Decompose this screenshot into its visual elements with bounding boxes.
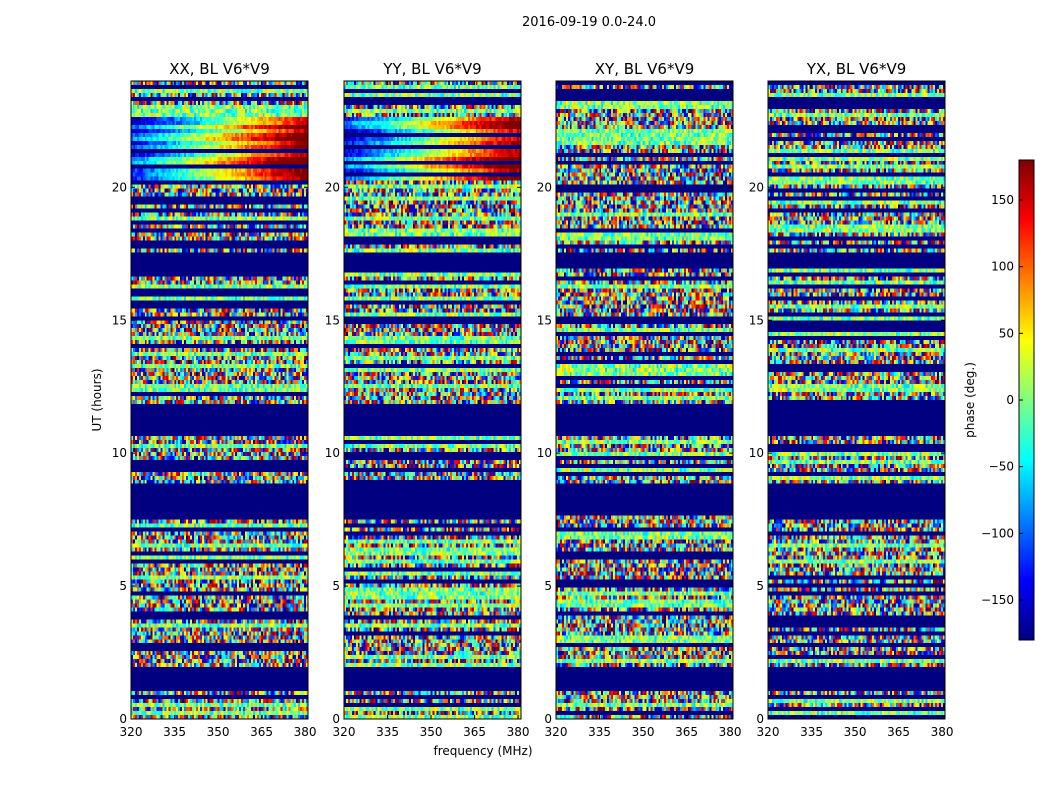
y-tick-label: 10 — [749, 446, 764, 460]
x-tick-label: 350 — [844, 725, 867, 739]
figure-suptitle: 2016-09-19 0.0-24.0 — [522, 15, 656, 30]
y-tick-label: 20 — [749, 180, 764, 194]
y-tick-label: 0 — [544, 712, 552, 726]
y-tick-label: 10 — [537, 446, 552, 460]
y-axis-label: UT (hours) — [90, 368, 104, 431]
panel-4: YX, BL V6*V9 320 335 350 365 380 0 5 10 15 20 — [749, 60, 954, 739]
y-tick-label: 20 — [325, 180, 340, 194]
colorbar-tick-label: −150 — [981, 593, 1014, 607]
y-tick-label: 5 — [544, 579, 552, 593]
x-tick-label: 365 — [675, 725, 698, 739]
x-tick-label: 350 — [632, 725, 655, 739]
x-tick-label: 335 — [376, 725, 399, 739]
heatmap-image — [131, 81, 308, 719]
y-tick-label: 10 — [112, 446, 127, 460]
y-tick-label: 20 — [112, 180, 127, 194]
x-tick-label: 350 — [420, 725, 443, 739]
plot-frame — [555, 80, 734, 720]
x-tick-label: 320 — [333, 725, 356, 739]
y-tick-label: 5 — [332, 579, 340, 593]
heatmap-image — [768, 81, 945, 719]
colorbar-tick-label: 50 — [999, 326, 1014, 340]
colorbar-tick-label: 0 — [1006, 393, 1014, 407]
x-tick-label: 320 — [545, 725, 568, 739]
y-tick-label: 15 — [112, 313, 127, 327]
x-tick-label: 365 — [887, 725, 910, 739]
x-tick-label: 320 — [757, 725, 780, 739]
y-tick-label: 0 — [332, 712, 340, 726]
heatmap-image — [344, 81, 521, 719]
panel-title: XY, BL V6*V9 — [595, 60, 695, 78]
colorbar-tick-label: 150 — [991, 193, 1014, 207]
plot-frame — [767, 80, 946, 720]
x-tick-label: 365 — [463, 725, 486, 739]
y-tick-label: 5 — [756, 579, 764, 593]
y-tick-label: 15 — [749, 313, 764, 327]
x-tick-label: 380 — [931, 725, 954, 739]
panel-title: XX, BL V6*V9 — [169, 60, 270, 78]
colorbar-tick-label: −50 — [989, 460, 1014, 474]
panel-title: YY, BL V6*V9 — [382, 60, 481, 78]
panel-1: XX, BL V6*V9 320 335 350 365 380 0 5 10 15 20 — [112, 60, 317, 739]
y-tick-label: 0 — [756, 712, 764, 726]
x-tick-label: 380 — [294, 725, 317, 739]
colorbar-tick-label: −100 — [981, 526, 1014, 540]
x-tick-label: 320 — [120, 725, 143, 739]
y-tick-label: 15 — [325, 313, 340, 327]
x-axis-label: frequency (MHz) — [433, 744, 532, 758]
heatmap-image — [556, 81, 733, 719]
plot-frame — [130, 80, 309, 720]
x-tick-label: 380 — [507, 725, 530, 739]
colorbar-label: phase (deg.) — [963, 362, 977, 438]
panel-2: YY, BL V6*V9 320 335 350 365 380 0 5 10 15 20 — [325, 60, 530, 739]
plot-frame — [343, 80, 522, 720]
y-tick-label: 15 — [537, 313, 552, 327]
y-tick-label: 0 — [119, 712, 127, 726]
y-tick-label: 20 — [537, 180, 552, 194]
x-tick-label: 350 — [207, 725, 230, 739]
colorbar: −150 −100 −50 0 50 100 150 — [981, 159, 1035, 641]
panel-title: YX, BL V6*V9 — [806, 60, 907, 78]
y-tick-label: 5 — [119, 579, 127, 593]
x-tick-label: 335 — [800, 725, 823, 739]
y-tick-label: 10 — [325, 446, 340, 460]
colorbar-tick-label: 100 — [991, 260, 1014, 274]
x-tick-label: 365 — [250, 725, 273, 739]
panel-3: XY, BL V6*V9 320 335 350 365 380 0 5 10 15 20 — [537, 60, 742, 739]
x-tick-label: 380 — [719, 725, 742, 739]
x-tick-label: 335 — [588, 725, 611, 739]
x-tick-label: 335 — [163, 725, 186, 739]
